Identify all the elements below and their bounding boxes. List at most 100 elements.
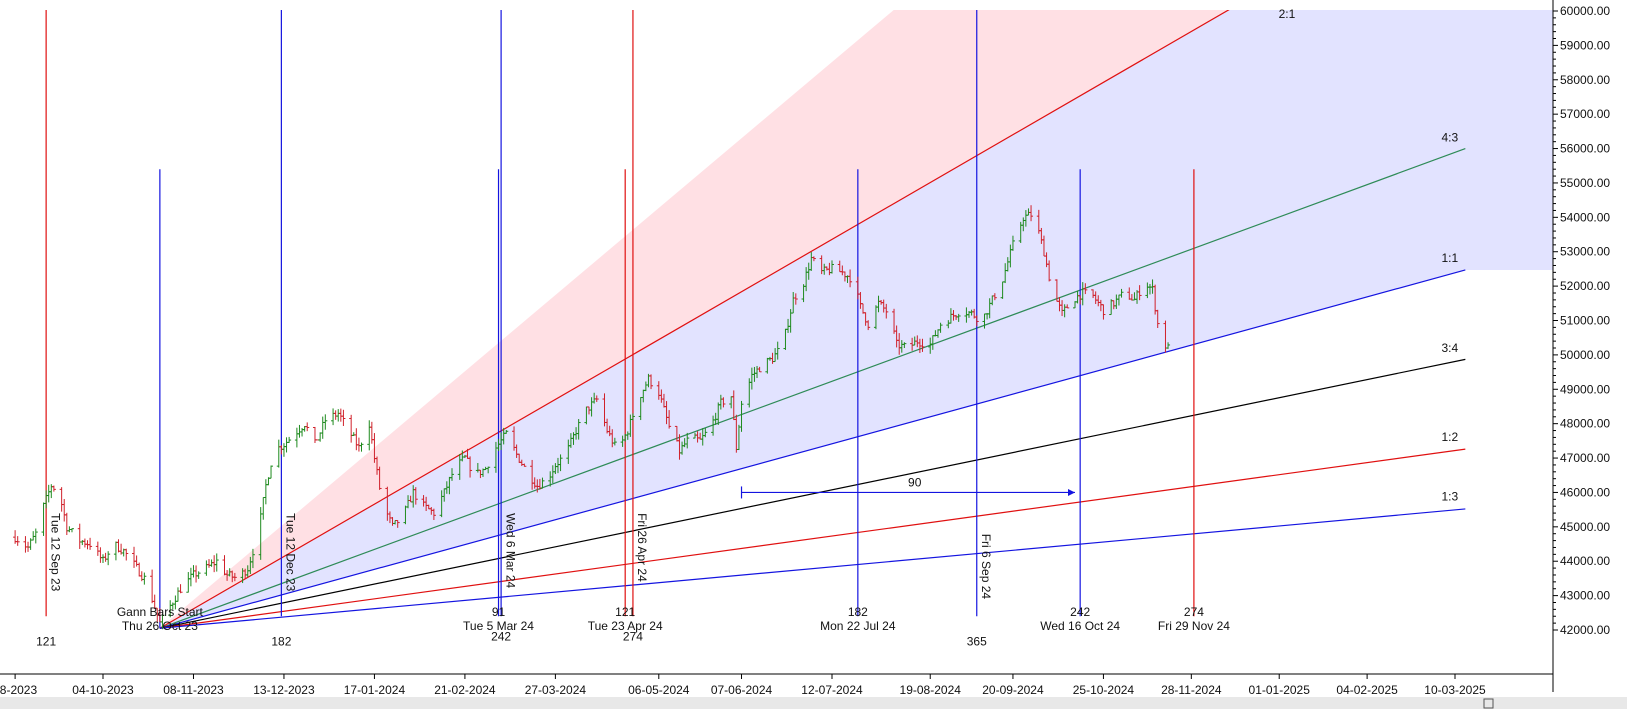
fan-line-1-1 [159, 269, 1466, 629]
ohlc-bar [522, 463, 527, 467]
time-tick-label: 04-10-2023 [72, 683, 134, 697]
ohlc-bar [576, 419, 581, 440]
time-tick-label: 27-03-2024 [525, 683, 587, 697]
ohlc-bar [1029, 205, 1034, 222]
ohlc-bar [1010, 235, 1015, 251]
ohlc-bar [377, 466, 382, 490]
gann-fan-lines [159, 10, 1466, 629]
vertical-date-label: Tue 12 Dec 23 [284, 513, 298, 592]
ohlc-bar [178, 584, 183, 594]
ohlc-bar [269, 465, 274, 479]
time-tick-label: 17-01-2024 [344, 683, 406, 697]
fan-line-3-4 [159, 358, 1466, 629]
cycle-label: 182 [271, 634, 291, 648]
price-tick-label: 47000.00 [1560, 451, 1610, 465]
ohlc-bar [902, 342, 907, 349]
price-tick-label: 52000.00 [1560, 279, 1610, 293]
vertical-date-label: Tue 12 Sep 23 [48, 513, 62, 592]
ohlc-bar [667, 410, 672, 429]
ohlc-bar [558, 454, 563, 472]
ohlc-bar [15, 536, 20, 546]
time-tick-label: 01-01-2025 [1249, 683, 1311, 697]
fan-fill-layer [159, 10, 1553, 629]
ohlc-bar [413, 487, 418, 505]
ohlc-bar [468, 456, 473, 478]
price-tick-label: 43000.00 [1560, 589, 1610, 603]
ohlc-bar [287, 436, 292, 443]
ohlc-bar [232, 572, 237, 582]
fan-label-2-1: 2:1 [1279, 7, 1296, 21]
price-tick-label: 55000.00 [1560, 176, 1610, 190]
ohlc-bar [33, 528, 38, 544]
ohlc-bar [721, 397, 726, 408]
ohlc-bar [920, 338, 925, 352]
ohlc-bar [612, 437, 617, 446]
ohlc-bar [69, 528, 74, 533]
ohlc-bar [323, 414, 328, 430]
ohlc-bar [51, 485, 56, 492]
fan-label-1-2: 1:2 [1441, 430, 1458, 444]
ohlc-bar [739, 400, 744, 432]
ohlc-bar [938, 322, 943, 333]
price-tick-label: 57000.00 [1560, 107, 1610, 121]
fan-line-2-1 [159, 10, 1230, 629]
time-tick-label: 19-08-2024 [900, 683, 962, 697]
ohlc-bar [449, 468, 454, 481]
ohlc-bar [956, 313, 961, 322]
ohlc-bar [486, 466, 491, 474]
arrow-head [1067, 488, 1075, 496]
ohlc-bar [1119, 288, 1124, 298]
cycle-label: Wed 16 Oct 24 [1040, 619, 1120, 633]
cycle-label: Gann Bars Start [117, 605, 204, 619]
horizontal-scrollbar[interactable] [0, 697, 1627, 709]
ohlc-bar [504, 429, 509, 434]
ohlc-bar [250, 548, 255, 569]
ohlc-bar [305, 422, 310, 432]
time-tick-label: 08-11-2023 [163, 683, 224, 697]
cycle-label: Mon 22 Jul 24 [820, 619, 896, 633]
cycle-label: 242 [491, 629, 511, 643]
ohlc-bar [848, 269, 853, 288]
ohlc-bar [884, 303, 889, 319]
scrollbar-handle[interactable] [1483, 698, 1494, 709]
ohlc-bars [13, 205, 1171, 630]
time-tick-label: 04-02-2025 [1336, 683, 1398, 697]
ohlc-bar [214, 553, 219, 572]
ohlc-bar [649, 374, 654, 390]
ohlc-bar [757, 366, 762, 373]
ohlc-bar [703, 428, 708, 438]
ohlc-bar [106, 551, 111, 566]
cycle-label: Thu 26 Oct 23 [122, 619, 198, 633]
ohlc-bar [160, 613, 165, 630]
ohlc-bar [866, 320, 871, 331]
price-tick-label: 45000.00 [1560, 520, 1610, 534]
fan-line-1-3 [159, 508, 1466, 629]
fan-line-4-3 [159, 147, 1466, 629]
arrow-label: 90 [908, 476, 922, 490]
ohlc-bar [142, 572, 147, 585]
ohlc-bar [341, 409, 346, 426]
time-axis[interactable]: 08-2023 04-10-2023 08-11-2023 13-12-2023 17-… [0, 674, 1486, 697]
price-axis[interactable]: 42000.00 43000.00 44000.00 45000.00 46000.00… [1553, 4, 1610, 637]
price-tick-label: 60000.00 [1560, 4, 1610, 18]
ohlc-bar [1065, 304, 1070, 309]
ohlc-bar [1083, 283, 1088, 295]
cycle-label: Tue 5 Mar 24 [463, 619, 534, 633]
ohlc-bar [992, 293, 997, 301]
cycle-label: 274 [623, 629, 643, 643]
ohlc-bar [1101, 304, 1106, 320]
vertical-date-label: Fri 26 Apr 24 [635, 513, 649, 582]
ohlc-bar [431, 508, 436, 520]
fan-label-1-1: 1:1 [1441, 251, 1458, 265]
cycle-label: 274 [1184, 605, 1204, 619]
time-tick-label: 07-06-2024 [711, 683, 773, 697]
fan-label-3-4: 3:4 [1441, 341, 1458, 355]
vertical-date-label: Fri 6 Sep 24 [979, 534, 993, 600]
fan-label-4-3: 4:3 [1441, 131, 1458, 145]
price-tick-label: 53000.00 [1560, 245, 1610, 259]
ohlc-bar [124, 548, 129, 561]
price-tick-label: 49000.00 [1560, 382, 1610, 396]
ohlc-bar [395, 519, 400, 528]
time-tick-label: 12-07-2024 [801, 683, 863, 697]
